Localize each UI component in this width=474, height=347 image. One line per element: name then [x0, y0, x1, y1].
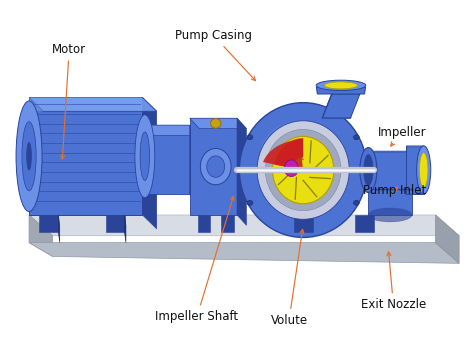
Polygon shape: [39, 215, 58, 232]
Ellipse shape: [16, 101, 42, 212]
Polygon shape: [143, 98, 156, 229]
Polygon shape: [143, 125, 199, 135]
Text: Volute: Volute: [271, 229, 308, 327]
Ellipse shape: [360, 147, 377, 193]
Ellipse shape: [207, 156, 225, 177]
Polygon shape: [436, 215, 459, 263]
Polygon shape: [58, 215, 60, 243]
Polygon shape: [368, 151, 413, 152]
Ellipse shape: [284, 160, 299, 177]
Text: Impeller: Impeller: [377, 126, 426, 146]
Polygon shape: [406, 146, 425, 147]
Ellipse shape: [247, 201, 253, 205]
Ellipse shape: [201, 149, 231, 185]
Ellipse shape: [316, 80, 366, 91]
Ellipse shape: [354, 135, 359, 139]
Polygon shape: [29, 98, 143, 111]
Ellipse shape: [247, 135, 253, 139]
Polygon shape: [190, 125, 199, 205]
Polygon shape: [29, 98, 156, 111]
Polygon shape: [29, 215, 459, 236]
Text: Impeller Shaft: Impeller Shaft: [155, 196, 238, 323]
Ellipse shape: [210, 119, 221, 128]
Ellipse shape: [239, 103, 367, 237]
Ellipse shape: [324, 82, 357, 89]
Polygon shape: [368, 189, 413, 190]
Text: Pump Casing: Pump Casing: [175, 29, 255, 81]
Polygon shape: [355, 215, 374, 232]
Polygon shape: [237, 118, 246, 225]
Polygon shape: [368, 189, 412, 215]
Polygon shape: [125, 215, 126, 243]
Polygon shape: [198, 215, 210, 232]
Polygon shape: [106, 215, 125, 232]
Ellipse shape: [419, 153, 428, 187]
Ellipse shape: [22, 122, 36, 191]
Ellipse shape: [273, 136, 334, 204]
Polygon shape: [368, 151, 412, 189]
Ellipse shape: [368, 208, 412, 222]
Text: Exit Nozzle: Exit Nozzle: [361, 252, 426, 311]
Polygon shape: [29, 215, 53, 256]
Ellipse shape: [257, 121, 349, 219]
Ellipse shape: [354, 201, 359, 205]
Polygon shape: [322, 94, 360, 118]
Wedge shape: [263, 140, 303, 170]
Ellipse shape: [27, 142, 31, 170]
Polygon shape: [294, 215, 313, 232]
Text: Pump Inlet: Pump Inlet: [363, 184, 426, 197]
Ellipse shape: [259, 122, 333, 194]
Polygon shape: [274, 138, 303, 168]
Polygon shape: [143, 125, 190, 194]
Ellipse shape: [135, 115, 155, 198]
Polygon shape: [29, 243, 459, 263]
Ellipse shape: [364, 154, 373, 186]
Polygon shape: [322, 93, 332, 118]
Polygon shape: [190, 118, 237, 215]
Polygon shape: [190, 118, 246, 129]
Polygon shape: [317, 85, 365, 87]
Text: Motor: Motor: [52, 43, 86, 159]
Ellipse shape: [417, 146, 431, 194]
Polygon shape: [406, 146, 424, 194]
Ellipse shape: [265, 129, 341, 211]
Polygon shape: [317, 87, 365, 94]
Polygon shape: [29, 98, 143, 215]
Ellipse shape: [140, 132, 150, 180]
Polygon shape: [221, 215, 234, 232]
